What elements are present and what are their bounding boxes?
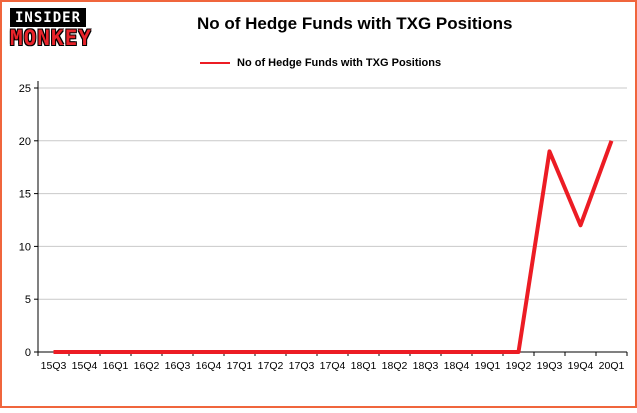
line-chart: 0 5 10 15 20 25 15Q3 15Q4 16Q1 16Q2 16Q3 16Q4 17Q1 17… [0, 78, 637, 408]
svg-text:16Q2: 16Q2 [134, 360, 160, 372]
svg-text:17Q3: 17Q3 [289, 360, 315, 372]
chart-legend: No of Hedge Funds with TXG Positions [200, 57, 441, 69]
svg-text:19Q1: 19Q1 [475, 360, 501, 372]
svg-text:18Q2: 18Q2 [382, 360, 408, 372]
svg-text:18Q1: 18Q1 [351, 360, 377, 372]
svg-text:15Q4: 15Q4 [72, 360, 98, 372]
insider-monkey-logo: INSIDER MONKEY [10, 8, 120, 50]
svg-text:16Q4: 16Q4 [196, 360, 222, 372]
line-chart-svg: 0 5 10 15 20 25 15Q3 15Q4 16Q1 16Q2 16Q3 16Q4 17Q1 17… [19, 81, 628, 372]
legend-line-swatch [200, 62, 230, 64]
svg-text:19Q4: 19Q4 [568, 360, 594, 372]
svg-text:16Q1: 16Q1 [103, 360, 129, 372]
svg-text:16Q3: 16Q3 [165, 360, 191, 372]
svg-text:19Q3: 19Q3 [537, 360, 563, 372]
svg-text:20Q1: 20Q1 [599, 360, 625, 372]
chart-title: No of Hedge Funds with TXG Positions [197, 14, 513, 33]
svg-text:18Q3: 18Q3 [413, 360, 439, 372]
logo-insider-text: INSIDER [10, 8, 87, 27]
svg-text:15: 15 [19, 189, 31, 201]
logo-monkey-text: MONKEY [10, 26, 92, 50]
svg-text:18Q4: 18Q4 [444, 360, 470, 372]
svg-text:17Q2: 17Q2 [258, 360, 284, 372]
svg-text:15Q3: 15Q3 [41, 360, 67, 372]
svg-text:25: 25 [19, 83, 31, 95]
svg-text:10: 10 [19, 241, 31, 253]
logo-top-bar: INSIDER [10, 8, 120, 27]
svg-text:20: 20 [19, 136, 31, 148]
svg-text:17Q1: 17Q1 [227, 360, 253, 372]
svg-text:5: 5 [25, 294, 31, 306]
svg-text:17Q4: 17Q4 [320, 360, 346, 372]
svg-text:0: 0 [25, 347, 31, 359]
svg-text:19Q2: 19Q2 [506, 360, 532, 372]
legend-label: No of Hedge Funds with TXG Positions [237, 57, 442, 69]
